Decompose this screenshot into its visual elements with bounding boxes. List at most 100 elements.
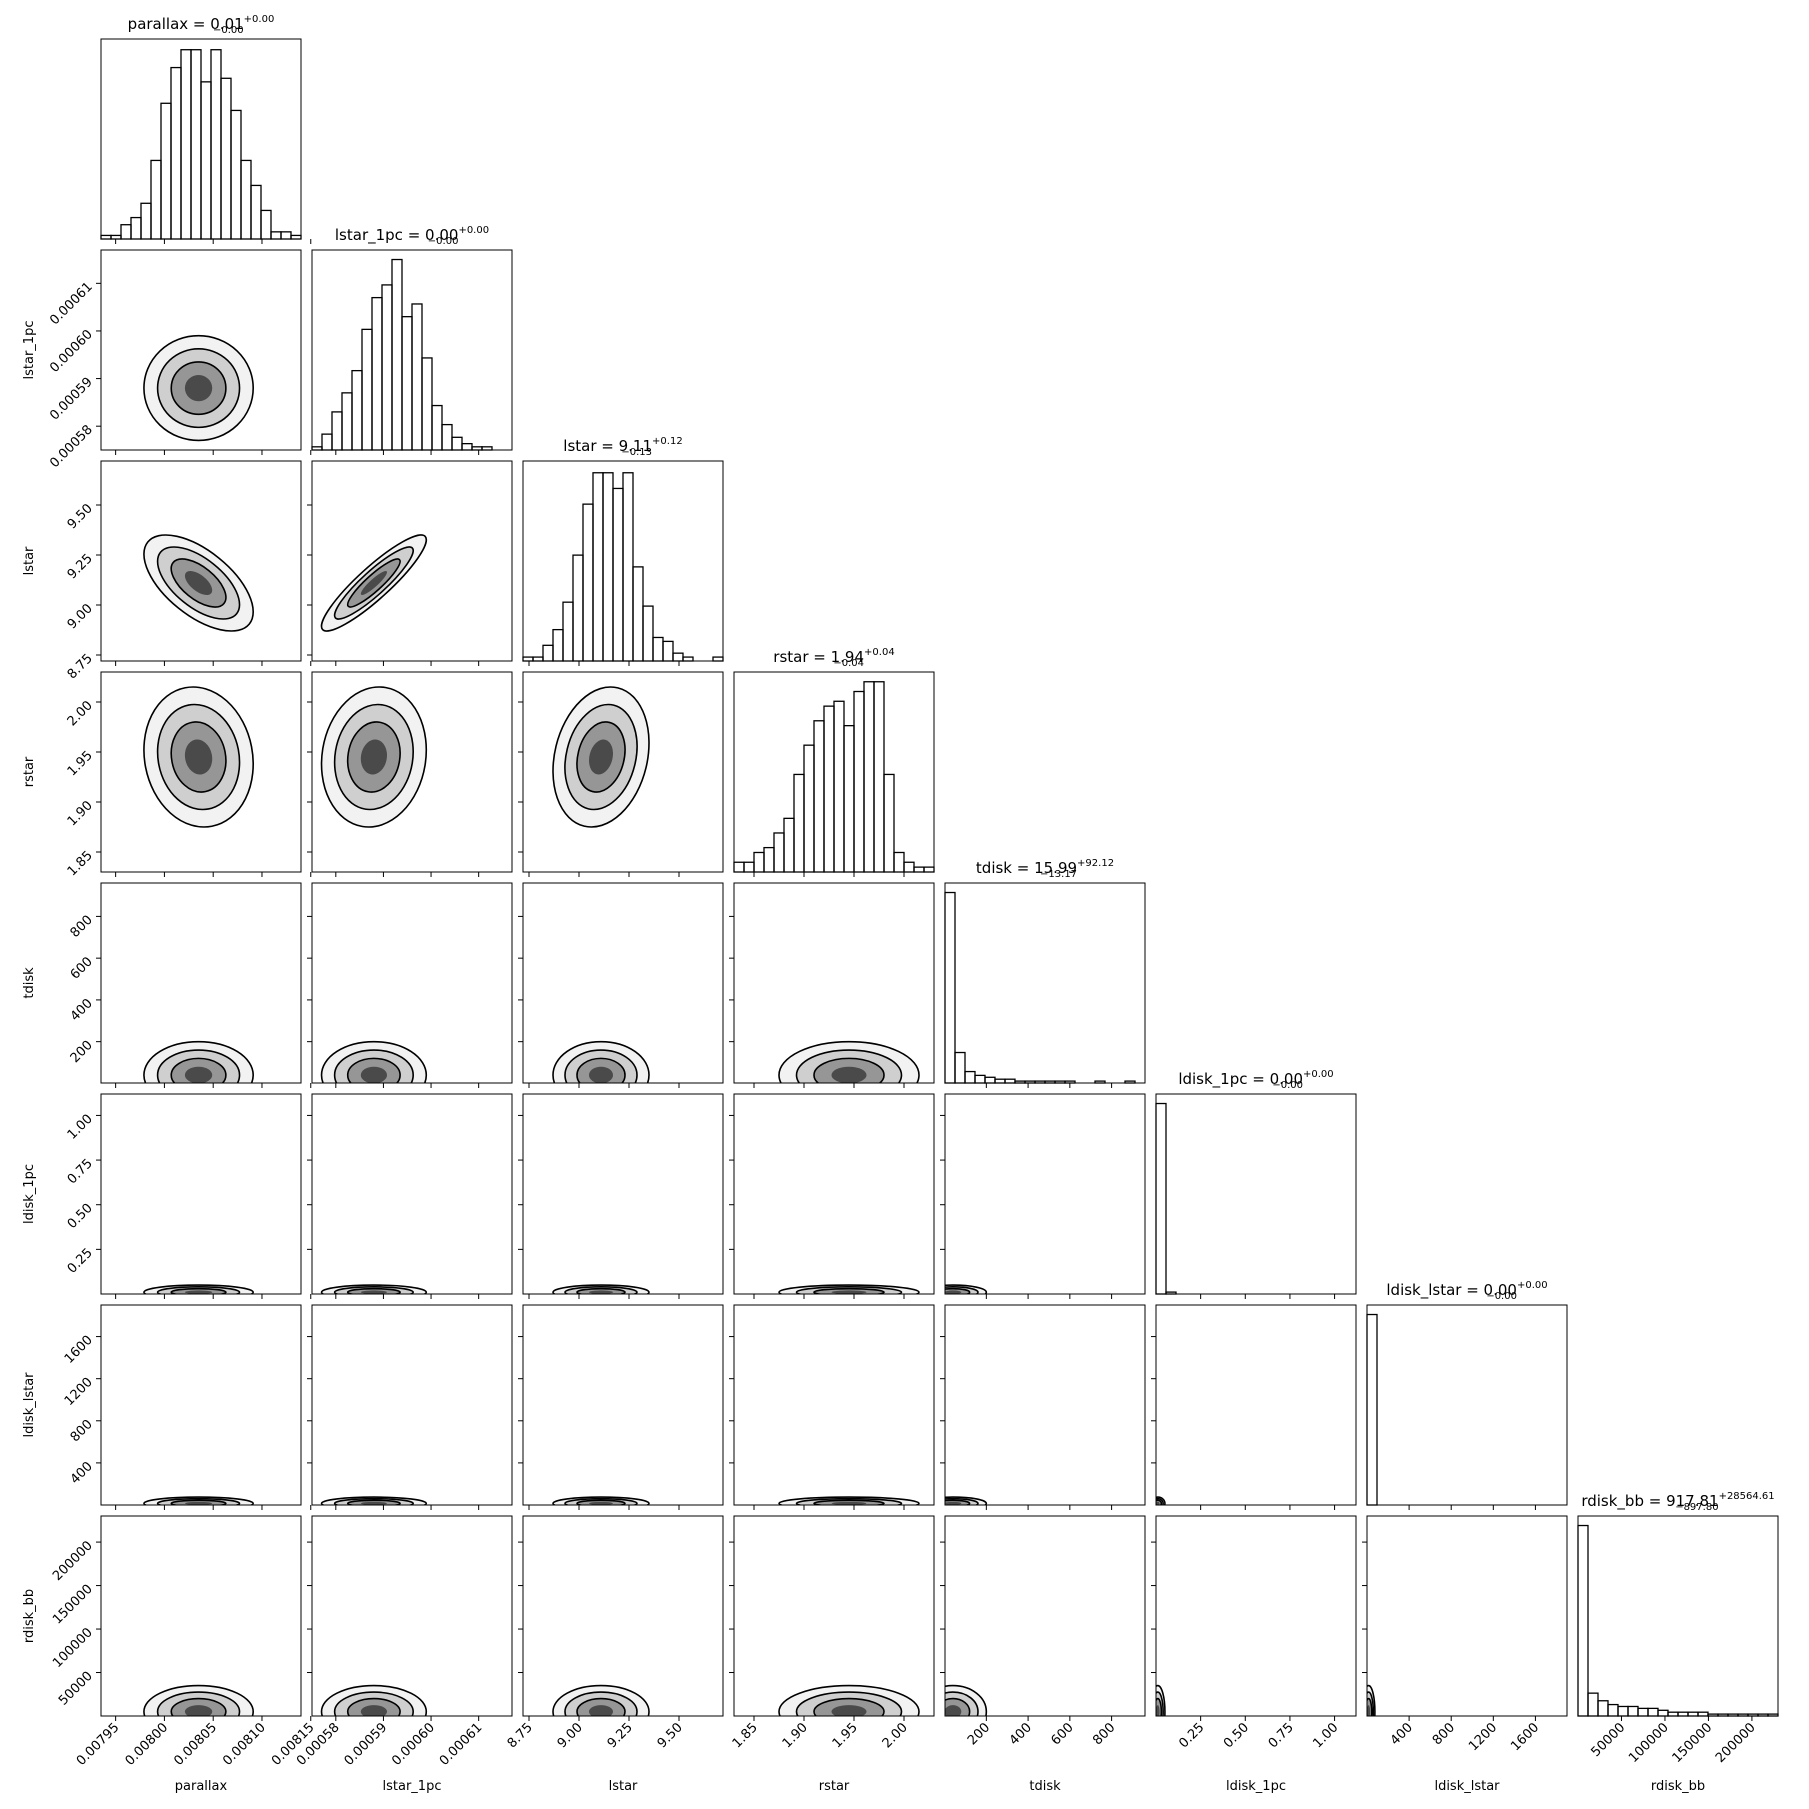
density xyxy=(320,1684,428,1716)
panel-frame xyxy=(311,1304,513,1506)
x-tick-label: 9.25 xyxy=(605,1720,636,1751)
hist-bar xyxy=(441,423,453,451)
panel-title: tdisk = 15.99+92.12 −13.17 xyxy=(976,858,1114,880)
hist-bar xyxy=(140,202,152,240)
title-main: lstar = 9.11 xyxy=(563,437,652,455)
panel-frame xyxy=(1577,1515,1779,1717)
hist-bar xyxy=(944,891,956,1084)
title-main: rdisk_bb = 917.81 xyxy=(1581,1492,1718,1511)
x-tick-label: 1.95 xyxy=(830,1720,861,1751)
title-main: lstar_1pc = 0.00 xyxy=(335,226,459,245)
title-upper: +0.00 xyxy=(1303,1069,1334,1080)
contour xyxy=(589,1501,613,1505)
panel-frame xyxy=(100,38,302,240)
x-axis-label: lstar_1pc xyxy=(383,1779,442,1794)
hist-bar xyxy=(321,433,333,451)
density xyxy=(552,686,650,828)
panel-frame xyxy=(522,882,724,1084)
contour xyxy=(360,1066,387,1083)
panel-frame xyxy=(1155,1093,1357,1295)
panel-frame xyxy=(733,1515,935,1717)
panel-frame xyxy=(522,1304,724,1506)
hist-bar xyxy=(220,77,232,240)
panel-title: rstar = 1.94+0.04 −0.04 xyxy=(773,647,894,669)
contour xyxy=(184,739,213,775)
hist-bar xyxy=(230,109,242,240)
y-axis-label: rdisk_bb xyxy=(22,1589,37,1643)
hist-bar xyxy=(190,49,202,240)
hist-bar xyxy=(1697,1711,1709,1717)
x-tick-label: 1200 xyxy=(1466,1720,1500,1754)
x-tick-label: 0.25 xyxy=(1176,1720,1207,1751)
panel-frame xyxy=(100,249,302,451)
panel-frame xyxy=(311,1093,513,1295)
y-tick-label: 1.85 xyxy=(65,848,96,879)
panel-frame xyxy=(733,1304,935,1506)
density xyxy=(945,1496,988,1505)
y-tick-label: 150000 xyxy=(50,1582,96,1628)
title-upper: +28564.61 xyxy=(1719,1491,1775,1502)
hist-bar xyxy=(612,487,624,662)
panel-frame xyxy=(944,1304,1146,1506)
hist-bar xyxy=(1366,1313,1378,1506)
y-tick-label: 9.25 xyxy=(65,551,96,582)
contour xyxy=(589,1290,613,1294)
x-tick-label: 0.50 xyxy=(1221,1720,1252,1751)
hist-bar xyxy=(913,866,925,873)
hist-bar xyxy=(873,681,885,873)
hist-bar xyxy=(371,296,383,451)
x-axis-label: rdisk_bb xyxy=(1651,1779,1705,1794)
hist-bar xyxy=(401,316,413,451)
x-axis-label: lstar xyxy=(609,1779,638,1794)
contour xyxy=(589,1705,613,1716)
hist-bar xyxy=(130,216,142,240)
x-tick-label: 100000 xyxy=(1626,1720,1672,1766)
hist-bar xyxy=(461,443,473,451)
x-tick-label: 800 xyxy=(1430,1720,1458,1748)
y-axis-label: lstar_1pc xyxy=(22,321,37,380)
hist-bar xyxy=(150,159,162,240)
y-tick-label: 0.00059 xyxy=(47,375,96,424)
hist-bar xyxy=(833,700,845,873)
hist-bar xyxy=(622,472,634,662)
y-tick-label: 9.50 xyxy=(65,501,96,532)
panel-frame xyxy=(100,671,302,873)
hist-bar xyxy=(1657,1709,1669,1717)
contour xyxy=(945,1705,962,1716)
hist-bar xyxy=(411,303,423,451)
x-tick-label: 1.85 xyxy=(730,1720,761,1751)
density xyxy=(320,1496,428,1505)
hist-bar xyxy=(240,159,252,240)
contour xyxy=(1367,1705,1371,1716)
hist-bar xyxy=(883,773,895,873)
hist-bar xyxy=(602,472,614,662)
hist-bar xyxy=(532,656,544,662)
title-lower: −0.00 xyxy=(428,236,459,247)
hist-bar xyxy=(923,866,935,873)
x-tick-label: 0.00810 xyxy=(220,1720,269,1769)
hist-bar xyxy=(180,49,192,240)
hist-bar xyxy=(552,628,564,662)
panel-title: lstar = 9.11+0.12 −0.13 xyxy=(563,436,682,458)
y-tick-label: 800 xyxy=(68,913,96,941)
panel-frame xyxy=(522,460,724,662)
hist-bar xyxy=(1617,1705,1629,1717)
hist-bar xyxy=(974,1074,986,1084)
density xyxy=(778,1040,920,1083)
panel-frame xyxy=(1155,1304,1357,1506)
title-upper: +0.04 xyxy=(864,647,895,658)
panel-frame xyxy=(944,1093,1146,1295)
contour xyxy=(831,1290,867,1294)
density xyxy=(1156,1496,1166,1505)
y-axis-label: tdisk xyxy=(22,967,37,999)
contour xyxy=(184,570,213,595)
contour xyxy=(831,1501,867,1505)
panel-frame xyxy=(1366,1304,1568,1506)
x-axis-label: ldisk_1pc xyxy=(1226,1779,1286,1794)
hist-bar xyxy=(712,656,724,662)
hist-bar xyxy=(984,1076,996,1084)
hist-bar xyxy=(733,861,745,873)
hist-bar xyxy=(341,392,353,451)
panel-frame xyxy=(100,882,302,1084)
